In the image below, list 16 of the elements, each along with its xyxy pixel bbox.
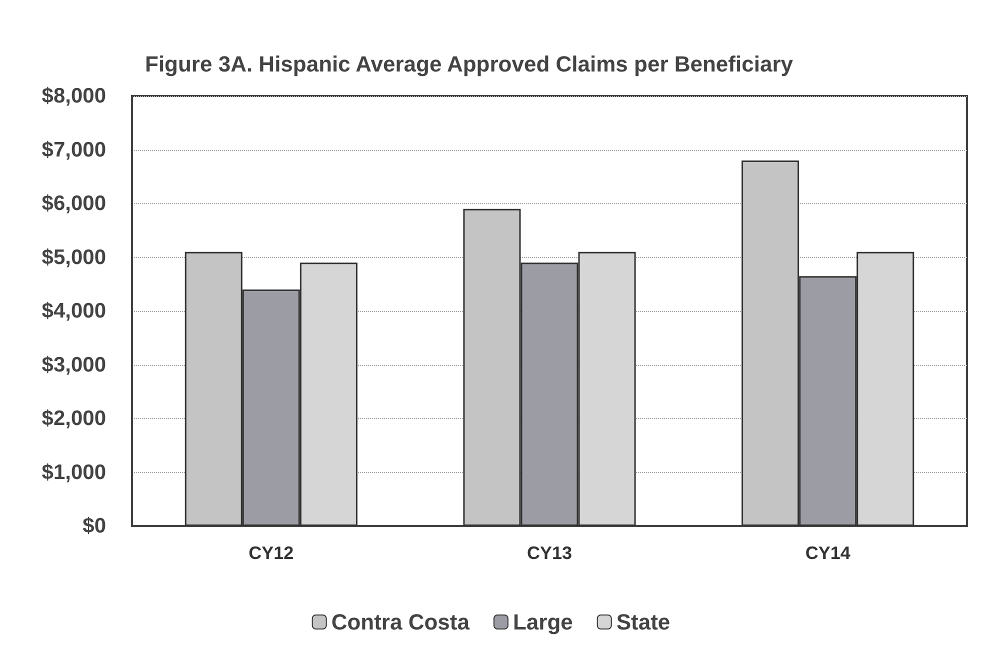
y-tick-label: $7,000 bbox=[42, 138, 106, 162]
y-tick-label: $6,000 bbox=[42, 192, 106, 215]
legend-label: Contra Costa bbox=[331, 610, 470, 634]
y-tick-label: $1,000 bbox=[42, 460, 106, 484]
legend-label: Large bbox=[512, 610, 573, 634]
y-tick-label: $3,000 bbox=[42, 353, 106, 376]
x-tick-label: CY13 bbox=[526, 543, 572, 563]
y-tick-label: $8,000 bbox=[42, 84, 106, 108]
y-tick-label: $0 bbox=[82, 514, 106, 538]
chart-title: Figure 3A. Hispanic Average Approved Claims per Beneficiary bbox=[145, 52, 794, 76]
legend-label: State bbox=[616, 610, 670, 634]
y-tick-label: $2,000 bbox=[42, 407, 106, 430]
y-tick-label: $5,000 bbox=[42, 246, 106, 269]
x-tick-label: CY14 bbox=[805, 543, 850, 563]
x-tick-label: CY12 bbox=[248, 543, 294, 563]
y-tick-label: $4,000 bbox=[42, 300, 106, 322]
